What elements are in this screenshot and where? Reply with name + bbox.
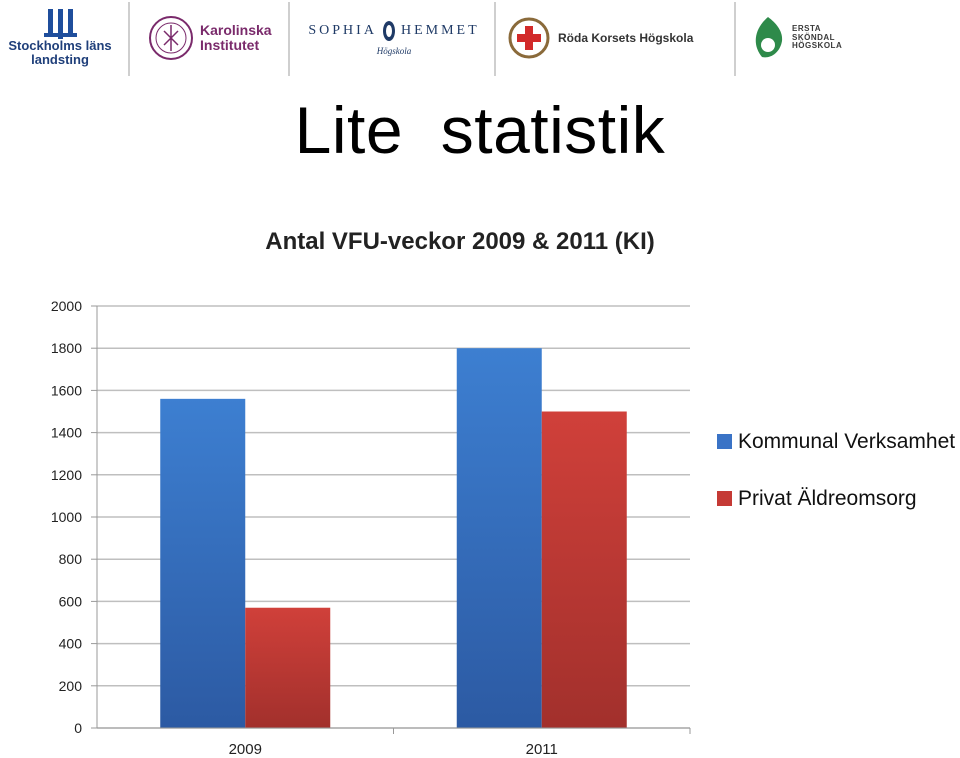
bar-kommunal-2011 [456,348,542,728]
bar-privat-2011 [541,411,627,728]
sll-logo: Stockholms läns landsting [4,0,124,76]
sll-logo-line-2: landsting [31,52,89,67]
sophiahemmet-logo-subtitle: Högskola [376,46,412,56]
logo-divider [128,2,130,76]
sophiahemmet-logo-part-1: SOPHIA [308,23,377,38]
logo-divider [734,2,736,76]
y-tick-label: 1400 [51,425,82,441]
red-cross-icon [508,17,550,59]
x-tick-label: 2009 [229,741,262,758]
y-tick-label: 1000 [51,509,82,525]
y-tick-label: 1200 [51,467,82,483]
y-tick-label: 800 [59,551,83,567]
legend-swatch [717,434,732,449]
ersta-skondal-logo: ERSTA SKÖNDAL HÖGSKOLA [750,0,870,76]
bar-kommunal-2009 [160,398,246,728]
ki-logo-line-1: Karolinska [200,22,272,39]
sll-logo-line-1: Stockholms läns [8,38,112,54]
legend-label: Kommunal Verksamhet [738,430,955,453]
legend-swatch [717,491,732,506]
ersta-logo-line-2: SKÖNDAL [792,32,836,42]
sophiahemmet-logo-part-2: HEMMET [400,23,480,38]
y-tick-label: 400 [59,636,83,652]
logo-divider [494,2,496,76]
x-tick-label: 2011 [526,741,558,758]
roda-korsets-logo-text: Röda Korsets Högskola [558,30,694,45]
sophiahemmet-emblem-icon [382,21,395,41]
logo-bar: Stockholms läns landsting Karolinska Ins… [0,0,960,80]
sophiahemmet-logo: SOPHIA HEMMET Högskola [306,0,486,76]
y-tick-label: 1800 [51,340,82,356]
bar-privat-2009 [245,607,331,728]
ersta-leaf-icon [755,17,783,58]
legend-label: Privat Äldreomsorg [738,487,917,510]
roda-korsets-logo: Röda Korsets Högskola [508,0,728,76]
y-tick-label: 0 [74,720,82,736]
y-tick-label: 200 [59,678,83,694]
ki-logo-line-2: Institutet [200,37,260,53]
chart-title: Antal VFU-veckor 2009 & 2011 (KI) [265,228,655,255]
ersta-logo-line-1: ERSTA [792,24,822,34]
ki-seal-icon [149,16,193,60]
slide-title: Lite statistik [294,93,666,167]
logo-divider [288,2,290,76]
ki-logo: Karolinska Institutet [148,0,278,76]
y-tick-label: 2000 [51,298,82,314]
sll-emblem-icon [44,9,77,40]
y-tick-label: 600 [59,593,83,609]
y-tick-label: 1600 [51,382,82,398]
ersta-logo-line-3: HÖGSKOLA [792,41,843,51]
